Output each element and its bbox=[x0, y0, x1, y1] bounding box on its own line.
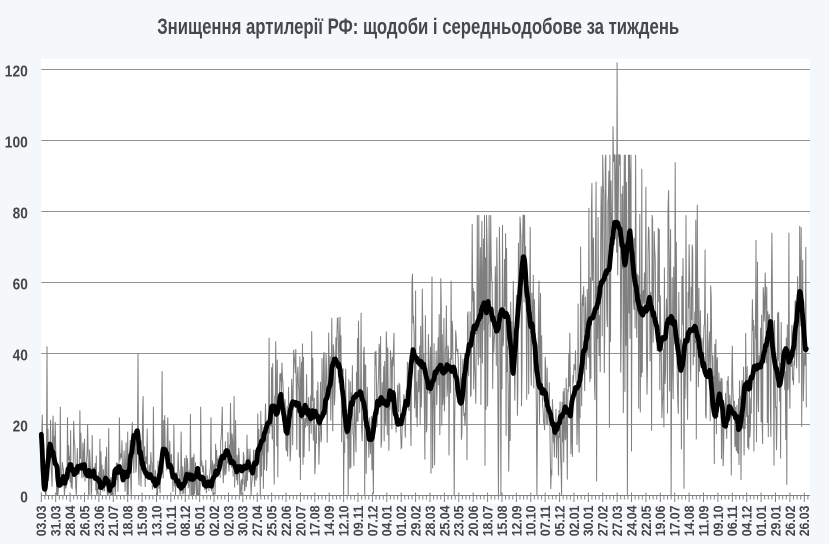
svg-text:23.06: 23.06 bbox=[91, 505, 107, 536]
svg-text:14.08: 14.08 bbox=[681, 505, 697, 536]
svg-text:20: 20 bbox=[13, 419, 28, 436]
svg-text:23.05: 23.05 bbox=[451, 505, 467, 536]
svg-text:15.09: 15.09 bbox=[134, 505, 150, 536]
svg-text:02.01: 02.01 bbox=[566, 505, 582, 536]
svg-text:04.12: 04.12 bbox=[739, 505, 755, 536]
svg-text:29.02: 29.02 bbox=[408, 505, 424, 536]
svg-text:22.06: 22.06 bbox=[278, 505, 294, 536]
svg-text:10.10: 10.10 bbox=[523, 505, 539, 536]
svg-text:31.03: 31.03 bbox=[48, 505, 64, 536]
svg-text:26.03: 26.03 bbox=[796, 505, 812, 536]
svg-text:20.07: 20.07 bbox=[292, 505, 308, 536]
svg-text:21.07: 21.07 bbox=[105, 505, 121, 536]
svg-text:29.01: 29.01 bbox=[767, 505, 783, 536]
svg-text:02.03: 02.03 bbox=[220, 505, 236, 536]
svg-text:27.04: 27.04 bbox=[249, 505, 265, 536]
svg-text:17.07: 17.07 bbox=[667, 505, 683, 536]
svg-text:08.12: 08.12 bbox=[177, 505, 193, 536]
svg-text:25.05: 25.05 bbox=[264, 505, 280, 536]
svg-text:11.09: 11.09 bbox=[695, 505, 711, 536]
svg-text:120: 120 bbox=[5, 64, 28, 81]
svg-text:20.06: 20.06 bbox=[465, 505, 481, 536]
svg-text:0: 0 bbox=[20, 490, 28, 507]
svg-text:28.04: 28.04 bbox=[62, 505, 78, 536]
svg-text:40: 40 bbox=[13, 348, 28, 365]
svg-text:30.01: 30.01 bbox=[580, 505, 596, 536]
svg-text:22.05: 22.05 bbox=[638, 505, 654, 536]
svg-text:04.01: 04.01 bbox=[379, 505, 395, 536]
svg-text:05.01: 05.01 bbox=[192, 505, 208, 536]
svg-text:18.07: 18.07 bbox=[480, 505, 496, 536]
svg-text:01.01: 01.01 bbox=[753, 505, 769, 536]
svg-text:26.02: 26.02 bbox=[782, 505, 798, 536]
svg-text:09.10: 09.10 bbox=[710, 505, 726, 536]
svg-text:05.12: 05.12 bbox=[552, 505, 568, 536]
svg-text:25.04: 25.04 bbox=[436, 505, 452, 536]
svg-text:01.02: 01.02 bbox=[393, 505, 409, 536]
svg-text:02.02: 02.02 bbox=[206, 505, 222, 536]
svg-text:27.03: 27.03 bbox=[609, 505, 625, 536]
svg-text:60: 60 bbox=[13, 277, 28, 294]
svg-text:19.06: 19.06 bbox=[652, 505, 668, 536]
svg-text:10.11: 10.11 bbox=[163, 505, 179, 536]
svg-text:28.03: 28.03 bbox=[422, 505, 438, 536]
svg-text:07.12: 07.12 bbox=[364, 505, 380, 536]
svg-text:12.10: 12.10 bbox=[336, 505, 352, 536]
svg-text:18.08: 18.08 bbox=[120, 505, 136, 536]
svg-text:13.10: 13.10 bbox=[148, 505, 164, 536]
svg-text:30.03: 30.03 bbox=[235, 505, 251, 536]
svg-text:07.11: 07.11 bbox=[537, 505, 553, 536]
svg-text:24.04: 24.04 bbox=[623, 505, 639, 536]
svg-text:14.09: 14.09 bbox=[321, 505, 337, 536]
svg-text:80: 80 bbox=[13, 206, 28, 223]
svg-text:Знищення артилерії РФ: щодоби: Знищення артилерії РФ: щодоби і середньо… bbox=[157, 14, 679, 39]
svg-text:12.09: 12.09 bbox=[508, 505, 524, 536]
svg-text:06.11: 06.11 bbox=[724, 505, 740, 536]
svg-text:27.02: 27.02 bbox=[595, 505, 611, 536]
svg-text:09.11: 09.11 bbox=[350, 505, 366, 536]
svg-text:03.03: 03.03 bbox=[33, 505, 49, 536]
svg-text:15.08: 15.08 bbox=[494, 505, 510, 536]
svg-text:100: 100 bbox=[5, 135, 28, 152]
svg-text:26.05: 26.05 bbox=[76, 505, 92, 536]
svg-text:17.08: 17.08 bbox=[307, 505, 323, 536]
